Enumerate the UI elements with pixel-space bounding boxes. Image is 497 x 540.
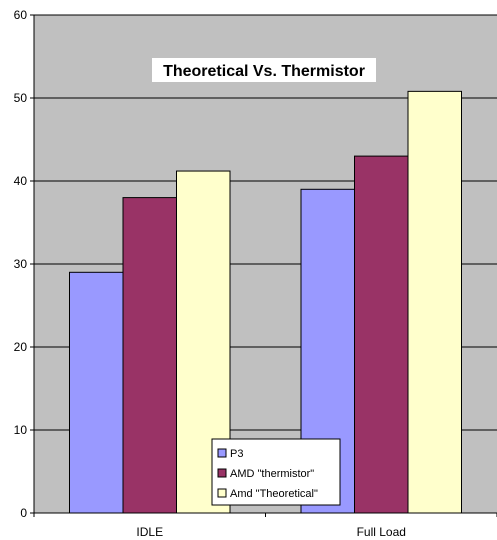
legend-label: Amd "Theoretical" (230, 488, 318, 500)
legend: P3 AMD "thermistor" Amd "Theoretical" (211, 438, 341, 506)
x-axis-categories: IDLE Full Load (33, 513, 497, 539)
bar (122, 197, 177, 514)
y-tick-label: 60 (14, 8, 28, 22)
chart-title-box (152, 58, 376, 82)
x-category-label: Full Load (357, 525, 406, 539)
legend-swatch (217, 448, 227, 458)
legend-box (211, 438, 341, 506)
y-tick-label: 10 (14, 423, 28, 437)
bars (69, 90, 462, 514)
y-tick-label: 20 (14, 340, 28, 354)
bar (69, 271, 124, 514)
legend-label: AMD "thermistor" (230, 468, 314, 480)
legend-swatch (217, 488, 227, 498)
y-tick-label: 50 (14, 91, 28, 105)
y-tick-label: 40 (14, 174, 28, 188)
x-category-label: IDLE (136, 525, 163, 539)
bar (407, 90, 462, 514)
legend-swatch (217, 468, 227, 478)
bar (354, 155, 409, 514)
y-tick-label: 0 (20, 506, 27, 520)
y-tick-label: 30 (14, 257, 28, 271)
legend-label: P3 (230, 448, 243, 460)
y-axis-ticks: 0 10 20 30 40 50 60 (14, 8, 34, 520)
chart-title-text: Theoretical Vs. Thermistor (163, 63, 365, 80)
chart-title: Theoretical Vs. Thermistor (152, 58, 376, 82)
